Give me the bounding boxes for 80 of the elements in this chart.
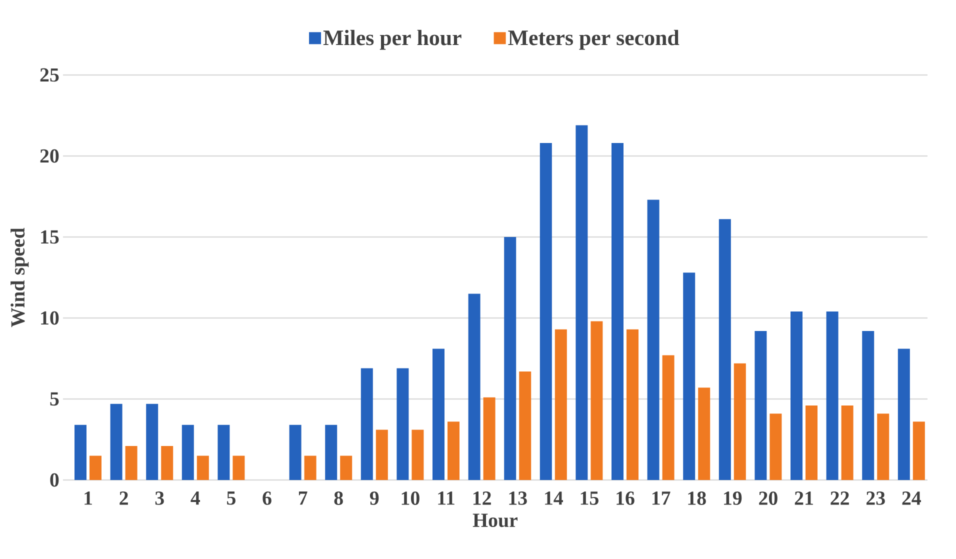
x-tick-label: 1 bbox=[84, 492, 92, 505]
bar bbox=[612, 143, 624, 480]
bar bbox=[698, 388, 710, 480]
bar bbox=[826, 312, 838, 480]
x-axis-title: Hour bbox=[472, 514, 518, 528]
bar bbox=[683, 272, 696, 480]
x-tick-label: 23 bbox=[866, 492, 885, 505]
x-tick-label: 9 bbox=[370, 492, 379, 505]
y-axis-title: Wind speed bbox=[10, 228, 29, 328]
x-tick-label: 13 bbox=[509, 492, 527, 505]
bar bbox=[376, 430, 388, 480]
bar bbox=[325, 424, 338, 480]
x-tick-label: 14 bbox=[545, 492, 563, 505]
bar bbox=[734, 363, 746, 480]
bar bbox=[540, 143, 552, 480]
y-tick-label: 5 bbox=[50, 392, 59, 406]
bar bbox=[790, 312, 803, 480]
bar bbox=[483, 397, 496, 480]
bar bbox=[468, 294, 480, 480]
bar bbox=[161, 446, 174, 480]
bar bbox=[554, 329, 567, 480]
bar bbox=[770, 414, 782, 480]
x-tick-label: 4 bbox=[190, 492, 200, 505]
y-tick-label: 10 bbox=[41, 311, 59, 325]
bar bbox=[912, 422, 925, 480]
bar bbox=[218, 424, 230, 480]
x-tick-label: 15 bbox=[580, 492, 598, 505]
bar bbox=[519, 371, 532, 480]
x-tick-label: 7 bbox=[298, 492, 308, 505]
bar bbox=[448, 422, 460, 480]
x-tick-label: 10 bbox=[402, 492, 420, 505]
bar bbox=[90, 456, 102, 480]
bar bbox=[662, 355, 674, 480]
x-tick-label: 8 bbox=[334, 492, 343, 505]
bar bbox=[196, 456, 209, 480]
x-tick-label: 22 bbox=[830, 492, 849, 505]
x-tick-label: 5 bbox=[227, 492, 236, 505]
x-tick-label: 21 bbox=[794, 492, 813, 505]
bar bbox=[412, 430, 424, 480]
x-tick-label: 11 bbox=[438, 492, 454, 505]
bar bbox=[289, 424, 302, 480]
legend-label: Meters per second bbox=[508, 30, 680, 50]
x-tick-label: 3 bbox=[155, 492, 164, 505]
y-tick-label: 25 bbox=[40, 68, 59, 82]
x-tick-label: 19 bbox=[724, 492, 742, 505]
x-tick-label: 2 bbox=[120, 492, 128, 505]
bar bbox=[182, 424, 194, 480]
y-tick-label: 15 bbox=[41, 230, 59, 244]
bar bbox=[576, 125, 588, 480]
bar bbox=[304, 456, 316, 480]
bar bbox=[110, 404, 122, 480]
bar bbox=[647, 200, 660, 480]
bar bbox=[432, 348, 445, 480]
legend-label: Miles per hour bbox=[323, 30, 462, 50]
bar bbox=[504, 236, 516, 480]
bar bbox=[590, 321, 603, 480]
bar bbox=[396, 368, 409, 480]
bar bbox=[74, 424, 86, 480]
bar bbox=[360, 368, 373, 480]
bar bbox=[806, 405, 818, 480]
bar bbox=[626, 329, 639, 480]
x-tick-label: 12 bbox=[473, 492, 491, 505]
bar bbox=[718, 219, 731, 480]
bar bbox=[898, 348, 910, 480]
y-tick-label: 0 bbox=[50, 473, 59, 487]
bar bbox=[754, 330, 767, 480]
x-tick-label: 20 bbox=[759, 492, 778, 505]
x-tick-label: 17 bbox=[652, 492, 670, 505]
x-tick-label: 16 bbox=[616, 492, 634, 505]
bar bbox=[146, 404, 158, 480]
bar bbox=[877, 414, 890, 480]
bar bbox=[340, 456, 352, 480]
x-tick-label: 6 bbox=[262, 492, 272, 505]
bar bbox=[841, 405, 854, 480]
x-tick-label: 24 bbox=[902, 492, 922, 505]
bar bbox=[232, 456, 245, 480]
bar bbox=[125, 446, 138, 480]
x-tick-label: 18 bbox=[688, 492, 706, 505]
y-tick-label: 20 bbox=[40, 149, 59, 163]
bar bbox=[862, 330, 874, 480]
